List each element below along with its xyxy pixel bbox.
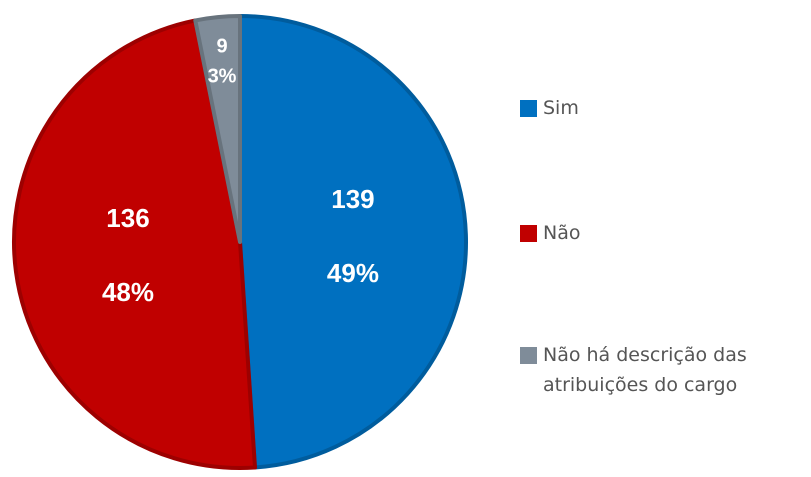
legend-swatch	[520, 347, 537, 364]
legend-item: Sim	[520, 93, 810, 123]
legend-label: Não há descrição das atribuições do carg…	[543, 344, 747, 396]
data-label: 136	[106, 203, 149, 233]
data-label: 139	[331, 184, 374, 214]
pie-slice	[12, 18, 257, 470]
legend-swatch	[520, 225, 537, 242]
pie-slice	[193, 14, 242, 244]
legend-swatch	[520, 100, 537, 117]
percent-label: 48%	[102, 277, 154, 307]
pie-slice	[238, 14, 468, 470]
legend-item: Não	[520, 218, 810, 248]
chart: 139 49% 136 48% 9 3%	[12, 14, 468, 470]
percent-label: 49%	[327, 258, 379, 288]
legend-label: Não	[543, 222, 581, 244]
percent-label: 3%	[208, 65, 237, 87]
legend-item: Não há descrição das atribuições do carg…	[520, 340, 810, 400]
legend-label: Sim	[543, 97, 579, 119]
data-label: 9	[216, 35, 227, 57]
